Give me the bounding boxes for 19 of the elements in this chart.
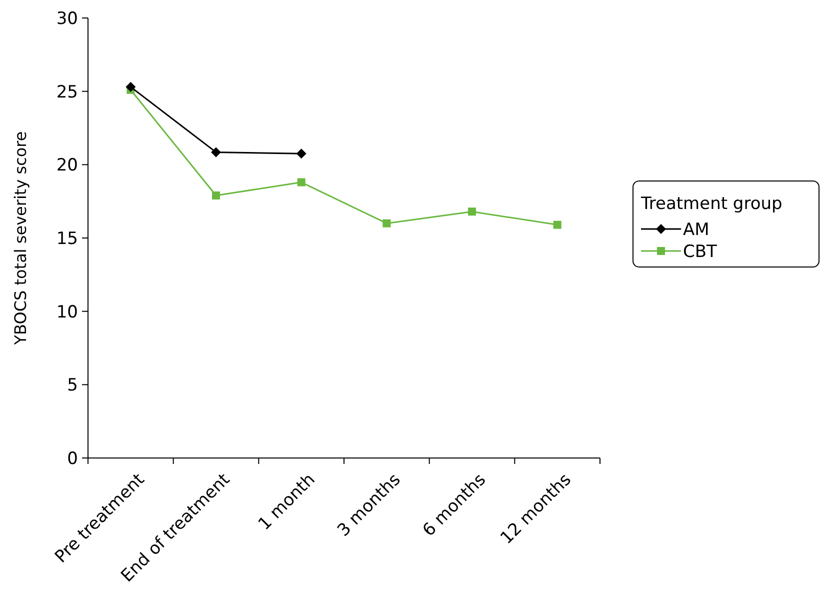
y-tick-label: 15 — [56, 228, 78, 249]
y-tick-label: 30 — [56, 8, 78, 29]
point — [126, 82, 136, 92]
point — [212, 191, 220, 200]
point — [382, 219, 391, 228]
y-axis-title: YBOCS total severity score — [11, 131, 30, 346]
point — [211, 147, 221, 158]
legend-title: Treatment group — [640, 194, 782, 214]
point — [297, 178, 306, 186]
y-tick-label: 20 — [56, 156, 78, 176]
point — [296, 148, 306, 159]
y-tick-label: 0 — [67, 448, 78, 469]
point — [468, 208, 476, 216]
y-tick-label: 5 — [67, 376, 78, 396]
legend-label: CBT — [683, 242, 718, 262]
legend-label: AM — [683, 220, 710, 240]
point — [553, 220, 562, 229]
y-tick-label: 10 — [56, 302, 78, 322]
y-tick-label: 25 — [56, 82, 78, 102]
